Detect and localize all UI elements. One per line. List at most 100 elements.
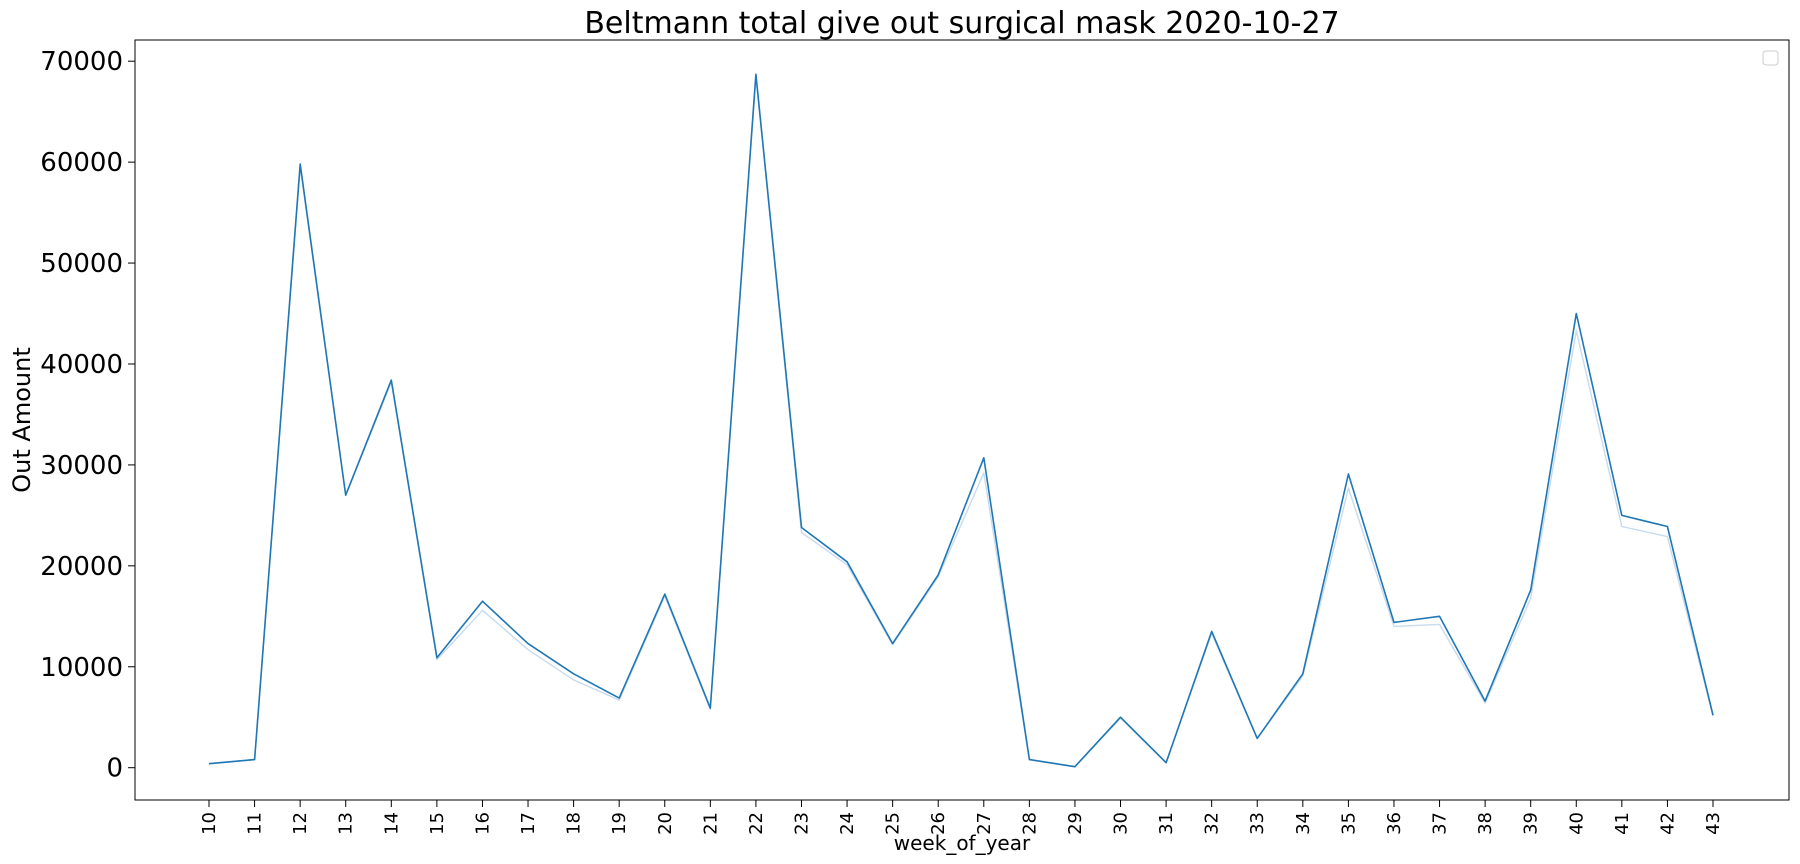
data-point — [801, 527, 803, 529]
data-point — [1393, 626, 1395, 628]
data-point — [1074, 766, 1076, 768]
x-tick-label: 14 — [381, 812, 402, 835]
x-tick-label: 25 — [883, 812, 904, 835]
data-point — [1348, 487, 1350, 489]
y-tick-label: 50000 — [40, 249, 123, 279]
data-point — [1530, 589, 1532, 591]
plot-frame — [134, 39, 1790, 801]
data-point — [527, 649, 529, 651]
data-point — [436, 659, 438, 661]
data-point — [254, 759, 256, 761]
data-point — [983, 457, 985, 459]
x-tick-label: 43 — [1703, 812, 1724, 835]
data-point — [755, 74, 757, 76]
series-line — [208, 75, 1714, 768]
x-tick-label: 26 — [928, 812, 949, 835]
data-point — [1165, 762, 1167, 764]
x-tick-label: 42 — [1657, 812, 1678, 835]
x-tick-label: 17 — [518, 812, 539, 835]
x-tick-label: 39 — [1521, 812, 1542, 835]
x-tick-label: 31 — [1156, 812, 1177, 835]
x-tick-label: 20 — [655, 812, 676, 835]
x-tick-label: 15 — [427, 812, 448, 835]
x-tick-label: 21 — [700, 812, 721, 835]
data-point — [436, 657, 438, 659]
x-tick-label: 34 — [1293, 812, 1314, 835]
x-tick-label: 35 — [1338, 812, 1359, 835]
data-point — [573, 673, 575, 675]
x-tick-label: 28 — [1019, 812, 1040, 835]
data-point — [1393, 622, 1395, 624]
y-tick-label: 60000 — [40, 148, 123, 178]
x-tick-label: 16 — [472, 812, 493, 835]
x-tick-label: 33 — [1247, 812, 1268, 835]
x-tick-label: 29 — [1065, 812, 1086, 835]
data-point — [618, 699, 620, 701]
data-point — [618, 697, 620, 699]
x-tick-label: 30 — [1111, 812, 1132, 835]
data-point — [299, 163, 301, 165]
y-tick-label: 40000 — [40, 350, 123, 380]
data-point — [482, 609, 484, 611]
data-point — [1530, 597, 1532, 599]
x-tick-label: 38 — [1475, 812, 1496, 835]
y-tick-label: 10000 — [40, 653, 123, 683]
data-point — [527, 643, 529, 645]
x-tick-label: 19 — [609, 812, 630, 835]
y-tick-label: 70000 — [40, 47, 123, 77]
data-point — [1256, 738, 1258, 740]
data-point — [1484, 702, 1486, 704]
data-point — [1302, 673, 1304, 675]
x-tick-label: 13 — [336, 812, 357, 835]
data-point — [208, 763, 210, 765]
data-point — [1667, 526, 1669, 528]
data-point — [937, 574, 939, 576]
y-tick-label: 20000 — [40, 552, 123, 582]
data-point — [482, 600, 484, 602]
data-point — [1621, 515, 1623, 517]
data-point — [1120, 716, 1122, 718]
x-tick-label: 27 — [974, 812, 995, 835]
data-point — [1439, 616, 1441, 618]
data-point — [345, 494, 347, 496]
y-axis-label: Out Amount — [8, 347, 36, 492]
x-tick-label: 11 — [245, 812, 266, 835]
legend-box — [1762, 50, 1779, 66]
y-tick-label: 0 — [106, 754, 123, 784]
data-point — [1029, 759, 1031, 761]
y-tick-label: 30000 — [40, 451, 123, 481]
x-tick-label: 40 — [1566, 812, 1587, 835]
data-point — [1348, 473, 1350, 475]
x-axis-label: week_of_year — [894, 831, 1031, 855]
x-tick-label: 22 — [746, 812, 767, 835]
x-tick-label: 10 — [199, 812, 220, 835]
x-tick-label: 41 — [1612, 812, 1633, 835]
series-line — [208, 73, 1714, 768]
data-point — [710, 707, 712, 709]
data-point — [801, 532, 803, 534]
data-point — [846, 561, 848, 563]
data-point — [573, 679, 575, 681]
x-tick-label: 32 — [1202, 812, 1223, 835]
x-tick-label: 18 — [564, 812, 585, 835]
x-tick-label: 36 — [1384, 812, 1405, 835]
data-point — [1211, 631, 1213, 633]
data-point — [1484, 700, 1486, 702]
data-point — [1439, 624, 1441, 626]
data-point — [892, 643, 894, 645]
x-tick-label: 37 — [1430, 812, 1451, 835]
data-point — [1575, 313, 1577, 315]
data-point — [391, 379, 393, 381]
data-point — [1667, 536, 1669, 538]
data-point — [664, 593, 666, 595]
data-point — [1621, 526, 1623, 528]
plot-area: 0 10000 20000 30000 40000 50000 60000 70000 10 11… — [40, 47, 1724, 835]
data-point — [983, 472, 985, 474]
data-point — [1712, 714, 1714, 716]
x-tick-label: 23 — [791, 812, 812, 835]
data-point — [1575, 330, 1577, 332]
x-tick-label: 24 — [837, 812, 858, 835]
x-tick-label: 12 — [290, 812, 311, 835]
